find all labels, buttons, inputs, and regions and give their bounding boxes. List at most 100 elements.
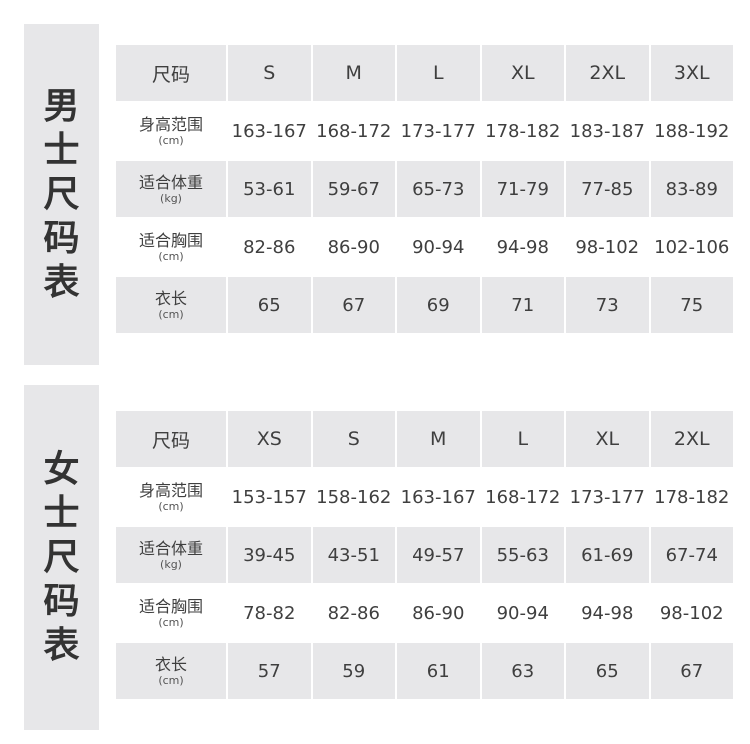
unit-label: (cm) <box>158 133 184 147</box>
table-cell: 67 <box>650 643 733 699</box>
size-header: M <box>397 411 480 467</box>
table-cell: 178-182 <box>650 469 733 525</box>
header-row: 尺码 S M L XL 2XL 3XL <box>116 45 733 101</box>
row-label: 身高范围 (cm) <box>116 469 226 525</box>
header-row: 尺码 XS S M L XL 2XL <box>116 411 733 467</box>
title-char: 士 <box>43 492 80 534</box>
row-label: 衣长 (cm) <box>116 643 226 699</box>
table-cell: 65-73 <box>397 161 480 217</box>
row-label: 适合胸围 (cm) <box>116 219 226 275</box>
table-cell: 82-86 <box>312 585 395 641</box>
table-cell: 183-187 <box>566 103 649 159</box>
unit-label: (cm) <box>158 307 184 321</box>
table-cell: 69 <box>397 277 480 333</box>
size-header: L <box>481 411 564 467</box>
table-cell: 67-74 <box>650 527 733 583</box>
row-label: 适合体重 (kg) <box>116 527 226 583</box>
table-row: 适合体重 (kg) 39-45 43-51 49-57 55-63 61-69 67-74 <box>116 527 733 583</box>
size-header: L <box>397 45 480 101</box>
header-label: 尺码 <box>116 45 226 101</box>
table-cell: 67 <box>312 277 395 333</box>
table-cell: 71 <box>481 277 564 333</box>
table-cell: 168-172 <box>312 103 395 159</box>
title-char: 士 <box>43 129 80 171</box>
table-cell: 86-90 <box>312 219 395 275</box>
women-title-panel: 女士尺码表 <box>24 385 99 730</box>
table-cell: 153-157 <box>228 469 311 525</box>
table-cell: 78-82 <box>228 585 311 641</box>
table-cell: 102-106 <box>650 219 733 275</box>
table-cell: 173-177 <box>397 103 480 159</box>
title-char: 尺 <box>43 173 80 215</box>
table-cell: 94-98 <box>566 585 649 641</box>
measure-label: 适合胸围 <box>138 596 203 616</box>
measure-label: 身高范围 <box>138 114 203 134</box>
men-title-panel: 男士尺码表 <box>24 24 99 365</box>
table-cell: 49-57 <box>397 527 480 583</box>
table-cell: 98-102 <box>566 219 649 275</box>
unit-label: (cm) <box>158 249 184 263</box>
measure-label: 适合胸围 <box>138 230 203 250</box>
table-cell: 168-172 <box>481 469 564 525</box>
table-row: 身高范围 (cm) 153-157 158-162 163-167 168-172 173-… <box>116 469 733 525</box>
size-header: 3XL <box>650 45 733 101</box>
table-cell: 61-69 <box>566 527 649 583</box>
measure-label: 身高范围 <box>138 480 203 500</box>
measure-label: 衣长 <box>154 654 187 674</box>
size-header: 2XL <box>566 45 649 101</box>
table-row: 适合胸围 (cm) 78-82 82-86 86-90 90-94 94-98 98-102 <box>116 585 733 641</box>
size-header: XL <box>566 411 649 467</box>
title-char: 表 <box>43 624 80 666</box>
table-row: 衣长 (cm) 57 59 61 63 65 67 <box>116 643 733 699</box>
table-row: 适合体重 (kg) 53-61 59-67 65-73 71-79 77-85 83-89 <box>116 161 733 217</box>
table-cell: 94-98 <box>481 219 564 275</box>
row-label: 适合体重 (kg) <box>116 161 226 217</box>
table-cell: 61 <box>397 643 480 699</box>
table-cell: 65 <box>566 643 649 699</box>
title-char: 女 <box>43 448 80 490</box>
table-cell: 57 <box>228 643 311 699</box>
row-label: 适合胸围 (cm) <box>116 585 226 641</box>
size-header: S <box>312 411 395 467</box>
table-cell: 158-162 <box>312 469 395 525</box>
size-header: S <box>228 45 311 101</box>
table-cell: 53-61 <box>228 161 311 217</box>
unit-label: (kg) <box>160 191 182 205</box>
table-cell: 63 <box>481 643 564 699</box>
table-cell: 82-86 <box>228 219 311 275</box>
table-cell: 86-90 <box>397 585 480 641</box>
table-row: 适合胸围 (cm) 82-86 86-90 90-94 94-98 98-102 102-10… <box>116 219 733 275</box>
row-label: 身高范围 (cm) <box>116 103 226 159</box>
title-char: 男 <box>43 85 80 127</box>
size-header: 2XL <box>650 411 733 467</box>
women-size-table: 尺码 XS S M L XL 2XL 身高范围 (cm) 153-157 158-162 163-16… <box>114 409 735 701</box>
size-header: M <box>312 45 395 101</box>
men-size-table: 尺码 S M L XL 2XL 3XL 身高范围 (cm) 163-167 168-172 173-1… <box>114 43 735 335</box>
table-cell: 98-102 <box>650 585 733 641</box>
table-cell: 188-192 <box>650 103 733 159</box>
size-header: XL <box>481 45 564 101</box>
row-label: 衣长 (cm) <box>116 277 226 333</box>
table-cell: 71-79 <box>481 161 564 217</box>
unit-label: (cm) <box>158 673 184 687</box>
table-cell: 75 <box>650 277 733 333</box>
size-header: XS <box>228 411 311 467</box>
table-cell: 83-89 <box>650 161 733 217</box>
table-cell: 43-51 <box>312 527 395 583</box>
table-cell: 65 <box>228 277 311 333</box>
table-cell: 173-177 <box>566 469 649 525</box>
table-cell: 77-85 <box>566 161 649 217</box>
unit-label: (cm) <box>158 499 184 513</box>
table-cell: 178-182 <box>481 103 564 159</box>
table-row: 衣长 (cm) 65 67 69 71 73 75 <box>116 277 733 333</box>
measure-label: 衣长 <box>154 288 187 308</box>
table-cell: 55-63 <box>481 527 564 583</box>
table-cell: 90-94 <box>481 585 564 641</box>
measure-label: 适合体重 <box>138 172 203 192</box>
table-cell: 163-167 <box>228 103 311 159</box>
measure-label: 适合体重 <box>138 538 203 558</box>
table-cell: 163-167 <box>397 469 480 525</box>
table-row: 身高范围 (cm) 163-167 168-172 173-177 178-182 183-… <box>116 103 733 159</box>
table-cell: 39-45 <box>228 527 311 583</box>
table-cell: 73 <box>566 277 649 333</box>
